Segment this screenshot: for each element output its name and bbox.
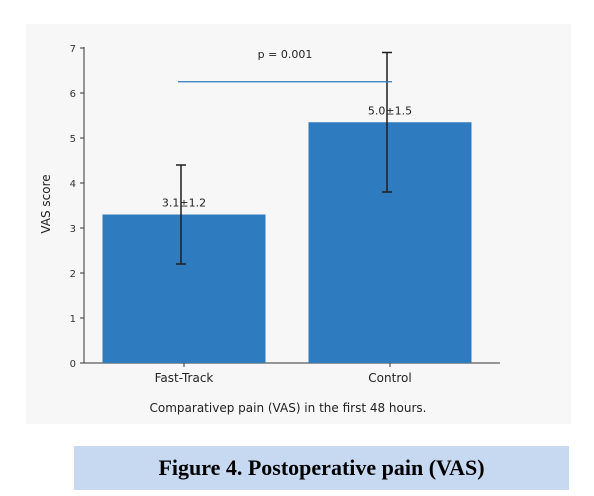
significance-label: p = 0.001 (258, 48, 313, 61)
x-tick-label: Fast-Track (155, 371, 214, 385)
figure-caption-box: Figure 4. Postoperative pain (VAS) (74, 446, 569, 490)
vas-bar-chart: 0 1 2 3 4 5 6 7 Fast-Track 3.1±1.2 Control 5.0±1.5… (39, 44, 500, 415)
bar-control (308, 122, 472, 363)
data-label: 3.1±1.2 (162, 197, 206, 210)
x-tick-label: Control (368, 371, 411, 385)
figure-caption: Figure 4. Postoperative pain (VAS) (158, 455, 485, 480)
y-tick-label: 5 (70, 134, 76, 145)
y-tick-label: 6 (70, 89, 76, 100)
y-tick-label: 1 (70, 314, 76, 325)
labels-layer: Fast-Track 3.1±1.2 Control 5.0±1.5 (155, 51, 412, 385)
y-tick-label: 0 (70, 359, 76, 370)
bar-fast-track (102, 214, 266, 363)
data-label: 5.0±1.5 (368, 104, 412, 117)
y-axis-label: VAS score (39, 174, 53, 233)
x-axis-label: Comparativep pain (VAS) in the first 48 … (150, 401, 427, 415)
y-tick-label: 2 (70, 269, 76, 280)
bars-layer (102, 122, 472, 363)
y-tick-label: 4 (70, 179, 76, 190)
y-tick-label: 3 (70, 224, 76, 235)
y-tick-label: 7 (70, 44, 76, 55)
